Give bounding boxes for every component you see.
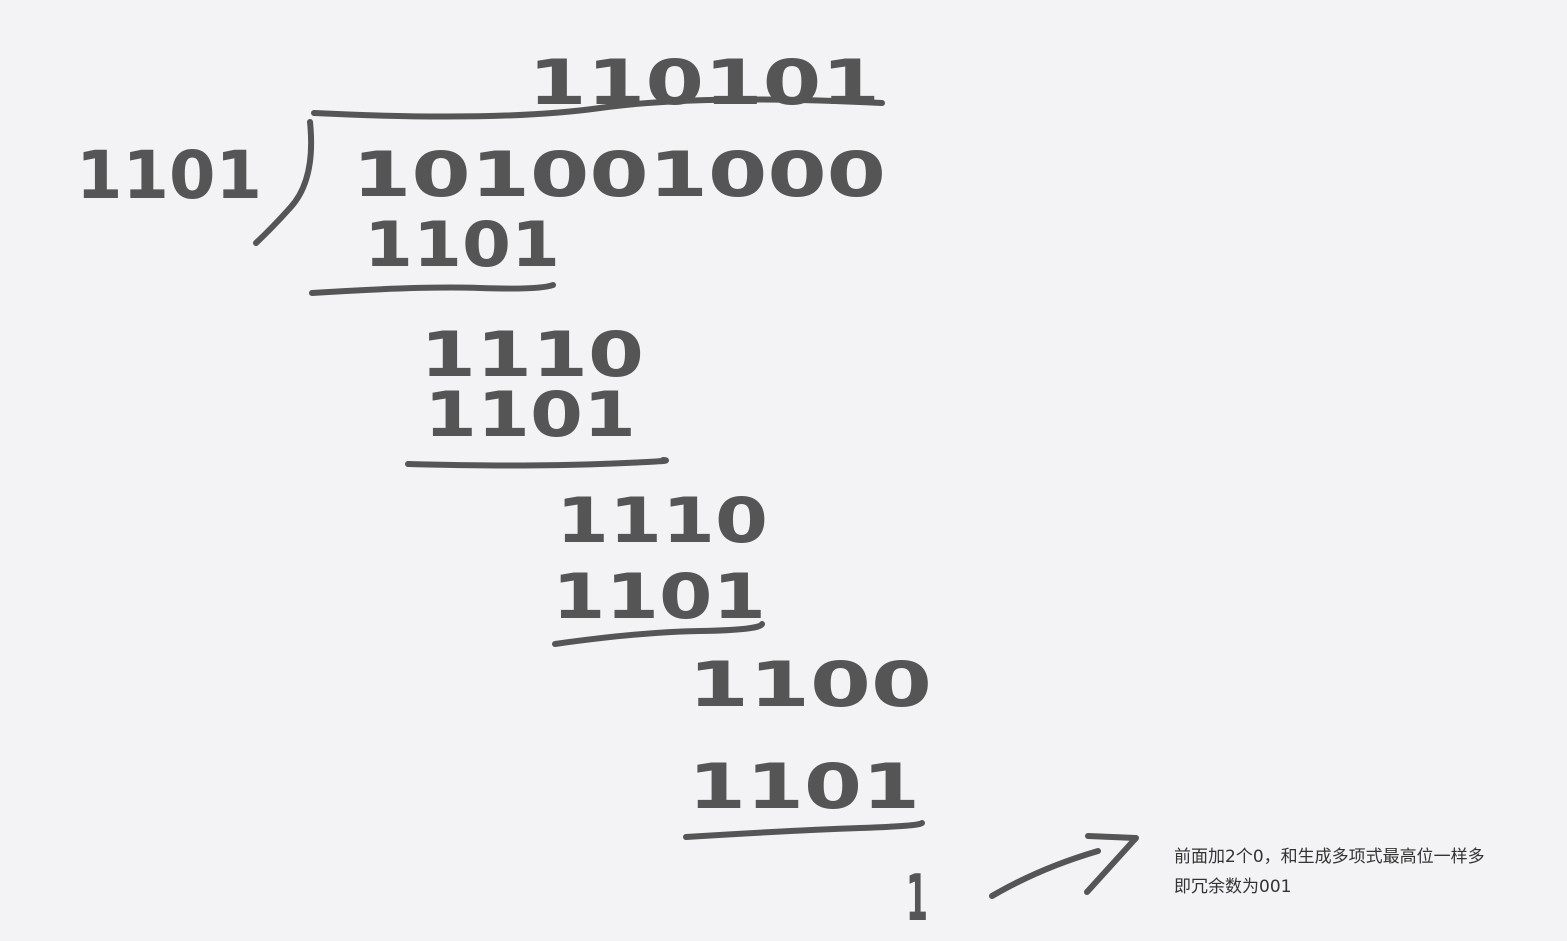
dividend: 101001000 xyxy=(352,138,886,211)
step-2-subtrahend: 1101 xyxy=(424,378,636,451)
division-bar xyxy=(311,96,885,120)
step-4-line xyxy=(683,820,925,840)
note-line-2: 即冗余数为001 xyxy=(1174,877,1292,897)
step-2-remainder: 1110 xyxy=(556,484,768,557)
step-1-remainder: 1110 xyxy=(420,318,644,391)
step-3-line xyxy=(552,621,765,647)
note-line-1: 前面加2个0，和生成多项式最高位一样多 xyxy=(1174,847,1485,867)
divisor: 1101 xyxy=(76,137,262,214)
step-4-remainder: 1 xyxy=(906,862,928,936)
explanation-note: 前面加2个0，和生成多项式最高位一样多 即冗余数为001 xyxy=(1174,842,1485,902)
step-1-subtrahend: 1101 xyxy=(364,208,560,281)
arrow-icon xyxy=(989,848,1101,899)
step-4-subtrahend: 1101 xyxy=(688,750,920,823)
step-2-line xyxy=(405,457,669,469)
arrow-head-icon xyxy=(1084,833,1139,895)
step-1-line xyxy=(309,282,556,296)
division-bracket xyxy=(253,119,315,246)
step-3-remainder: 1100 xyxy=(688,648,932,721)
step-3-subtrahend: 1101 xyxy=(552,560,766,633)
